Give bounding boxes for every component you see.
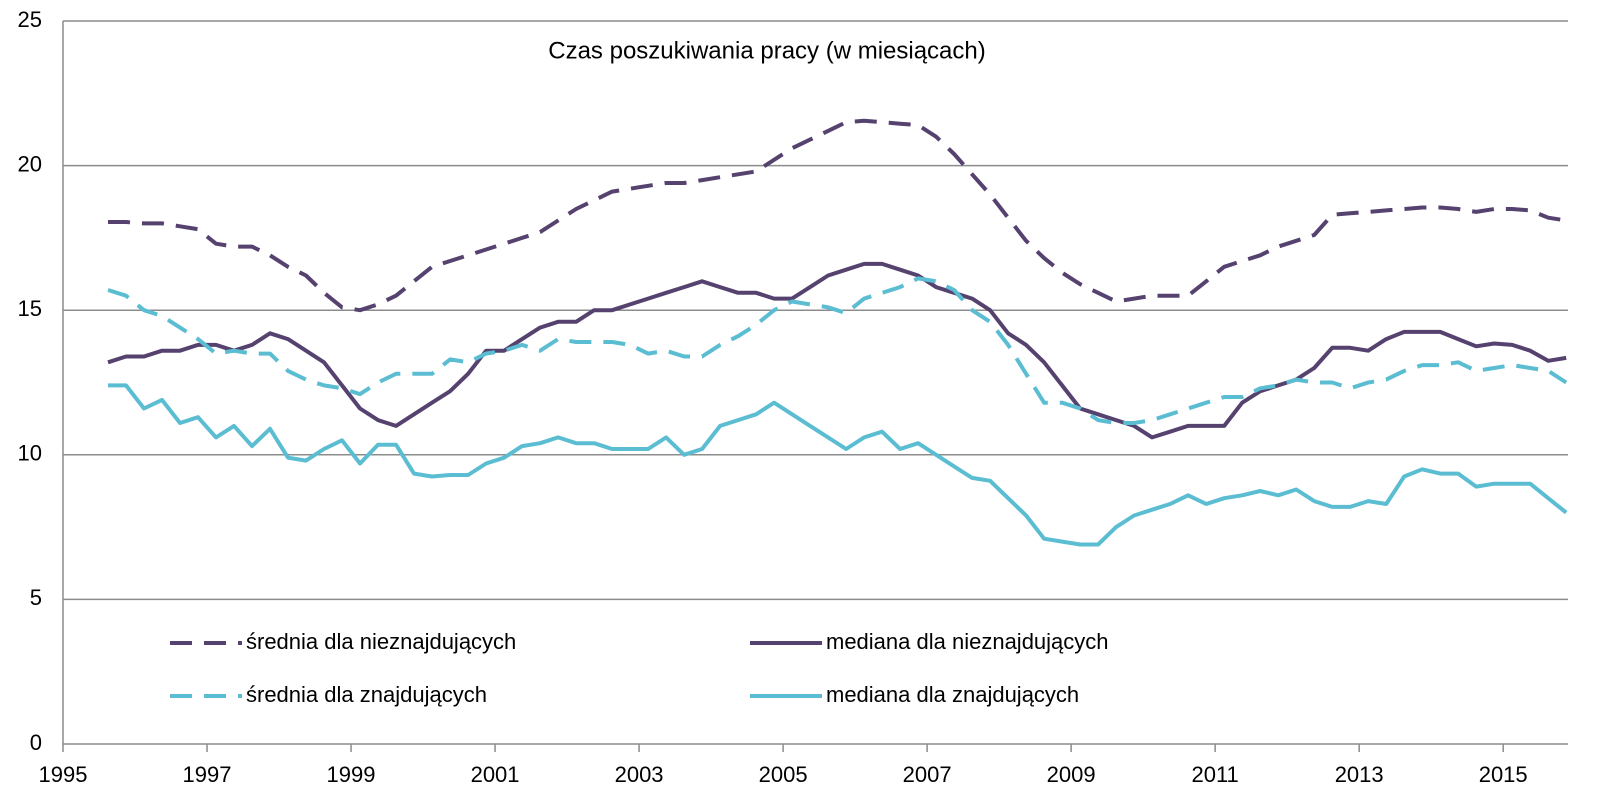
y-tick-label: 0 (30, 730, 42, 755)
legend-label: mediana dla nieznajdujących (826, 629, 1109, 654)
x-tick-label: 1999 (327, 762, 376, 787)
series-line (107, 261, 1567, 440)
x-tick-label: 2003 (615, 762, 664, 787)
x-tick-label: 2005 (759, 762, 808, 787)
series-line (108, 118, 1567, 313)
x-tick-label: 2015 (1479, 762, 1528, 787)
x-tick-label: 1995 (39, 762, 88, 787)
x-tick-label: 2007 (903, 762, 952, 787)
x-tick-label: 2013 (1335, 762, 1384, 787)
x-tick-label: 2009 (1047, 762, 1096, 787)
x-tick-label: 2001 (471, 762, 520, 787)
legend-label: średnia dla znajdujących (246, 682, 487, 707)
chart-title: Czas poszukiwania pracy (w miesiącach) (548, 37, 985, 64)
x-tick-label: 2011 (1191, 762, 1238, 787)
y-tick-label: 25 (18, 7, 42, 32)
series-line (107, 276, 1568, 425)
x-tick-label: 1997 (183, 762, 232, 787)
y-tick-label: 10 (18, 441, 42, 466)
y-tick-label: 20 (18, 151, 42, 176)
series-line (108, 383, 1568, 547)
legend-label: mediana dla znajdujących (826, 682, 1079, 707)
legend-label: średnia dla nieznajdujących (246, 629, 516, 654)
y-tick-label: 15 (18, 296, 42, 321)
y-tick-label: 5 (30, 585, 42, 610)
